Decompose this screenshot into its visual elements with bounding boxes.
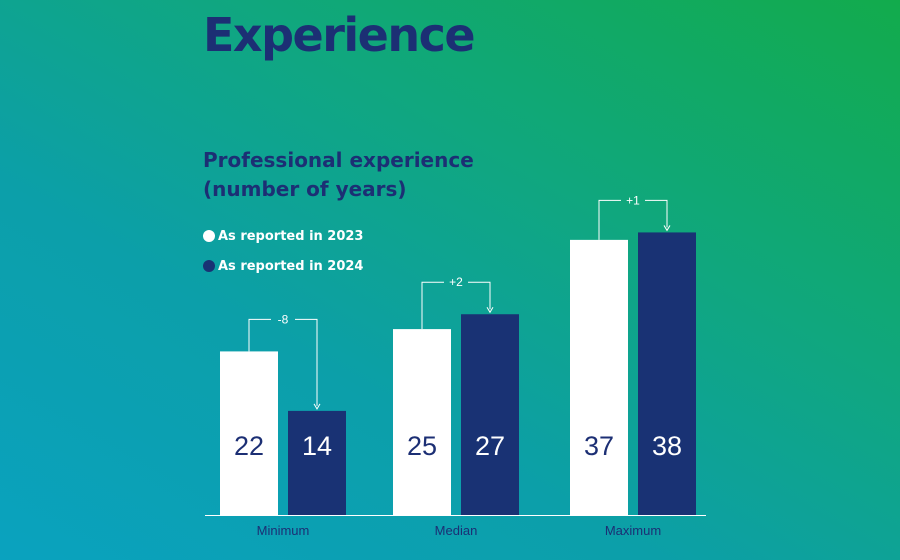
change-connector-right-maximum [645, 199, 668, 228]
data-label-maximum-2023: 37 [584, 431, 614, 461]
change-connector-right-median [468, 281, 491, 310]
data-label-minimum-2024: 14 [302, 431, 332, 461]
chart-title: Professional experience (number of years… [203, 146, 474, 204]
data-label-minimum-2023: 22 [234, 431, 264, 461]
bar-median-2024 [461, 314, 519, 515]
legend-swatch-2024 [203, 260, 215, 272]
x-tick-label-median: Median [435, 523, 478, 538]
legend-label-2023: As reported in 2023 [218, 228, 364, 244]
chart-title-line-2: (number of years) [203, 177, 407, 201]
legend-item-2023: As reported in 2023 [203, 228, 364, 244]
legend-item-2024: As reported in 2024 [203, 258, 364, 274]
bar-median-2023 [393, 329, 451, 515]
change-connector-right-minimum [295, 318, 318, 406]
data-label-median-2024: 27 [475, 431, 505, 461]
page-title: Experience [203, 8, 476, 62]
legend-label-2024: As reported in 2024 [218, 258, 364, 274]
data-label-maximum-2024: 38 [652, 431, 682, 461]
x-tick-label-minimum: Minimum [257, 523, 310, 538]
change-label-maximum: +1 [626, 193, 640, 207]
change-connector-left-maximum [598, 199, 621, 240]
bar-minimum-2023 [220, 351, 278, 515]
legend-swatch-2023 [203, 230, 215, 242]
legend: As reported in 2023 As reported in 2024 [203, 229, 363, 289]
change-connector-left-median [421, 281, 444, 330]
change-arrow-icon-maximum [663, 225, 671, 232]
bar-maximum-2024 [638, 232, 696, 515]
change-arrow-icon-median [486, 306, 494, 314]
x-tick-label-maximum: Maximum [605, 523, 661, 538]
chart-title-line-1: Professional experience [203, 148, 474, 172]
change-label-median: +2 [449, 275, 463, 289]
data-label-median-2023: 25 [407, 431, 437, 461]
change-connector-left-minimum [248, 318, 271, 352]
change-label-minimum: -8 [278, 312, 289, 326]
change-arrow-icon-minimum [313, 403, 321, 410]
bar-minimum-2024 [288, 410, 346, 515]
bar-maximum-2023 [570, 239, 628, 515]
